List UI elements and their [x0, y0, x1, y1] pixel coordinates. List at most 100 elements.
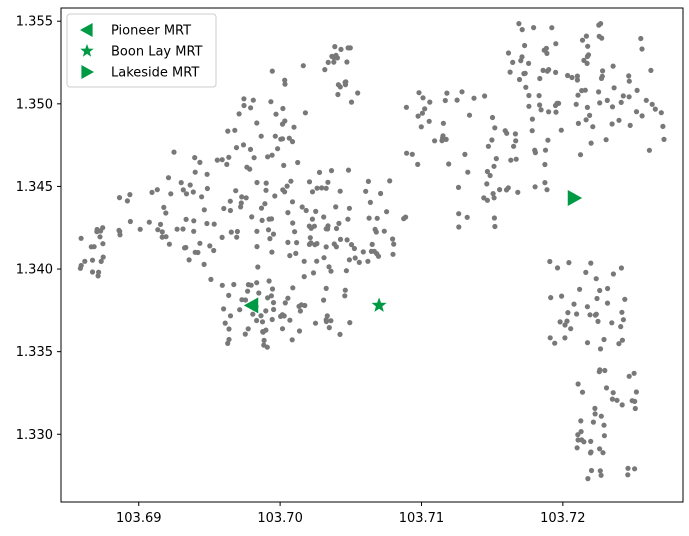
data-point [558, 127, 564, 133]
data-point [238, 200, 244, 206]
data-point [254, 317, 260, 324]
data-point [571, 301, 577, 307]
data-point [313, 208, 319, 214]
data-point [584, 304, 591, 310]
data-point [281, 162, 287, 168]
data-point [278, 136, 284, 142]
data-point [261, 337, 267, 343]
data-point [505, 50, 512, 56]
data-point [356, 259, 362, 265]
data-point [309, 189, 316, 195]
data-point [269, 249, 275, 255]
data-point [149, 189, 155, 195]
data-point [426, 118, 432, 124]
data-point [334, 55, 340, 61]
data-point [584, 53, 591, 60]
data-point [597, 100, 603, 106]
data-point [342, 287, 348, 293]
y-tick-label: 1.340 [16, 263, 53, 278]
data-point [542, 161, 548, 168]
data-point [490, 191, 496, 197]
data-point [484, 181, 490, 187]
data-point [609, 121, 615, 127]
data-point [627, 122, 633, 128]
data-point [338, 46, 344, 53]
data-point [204, 171, 210, 177]
data-point [620, 93, 626, 99]
data-point [337, 84, 343, 90]
data-point [270, 231, 277, 237]
data-point [585, 43, 591, 49]
data-point [577, 286, 583, 292]
data-point [219, 157, 225, 163]
data-point [96, 269, 102, 275]
data-point [116, 227, 122, 233]
data-point [485, 143, 491, 149]
data-point [610, 271, 617, 277]
data-point [547, 335, 553, 341]
data-point [581, 439, 587, 445]
x-axis-ticks: 103.69 103.70 103.71 103.72 [116, 502, 586, 526]
data-point [343, 268, 349, 274]
data-point [620, 317, 627, 323]
data-point [78, 262, 84, 269]
data-point [282, 77, 288, 83]
data-point [227, 207, 233, 214]
data-point [285, 239, 291, 245]
data-point [333, 204, 339, 210]
data-point [632, 466, 638, 472]
boon-lay-mrt-marker [371, 297, 387, 312]
data-point [127, 218, 133, 225]
data-point [270, 300, 277, 306]
data-point [455, 184, 462, 190]
data-point [542, 180, 548, 186]
data-point [321, 297, 327, 303]
data-point [293, 250, 299, 256]
pioneer-mrt-marker [243, 297, 259, 314]
data-point [619, 309, 625, 315]
data-point [290, 220, 296, 226]
legend: Pioneer MRT Boon Lay MRT Lakeside MRT [66, 13, 217, 88]
data-point [387, 178, 393, 184]
data-point [248, 105, 254, 111]
data-point [100, 254, 106, 260]
data-point [254, 280, 260, 286]
data-point [187, 182, 193, 188]
data-point [419, 110, 425, 116]
data-point [294, 240, 300, 246]
data-point [287, 253, 293, 259]
data-point [544, 187, 550, 193]
data-point [348, 99, 355, 105]
data-point [267, 236, 273, 242]
data-point [254, 120, 260, 126]
data-point [422, 106, 428, 112]
data-point [291, 124, 297, 130]
data-point [285, 295, 291, 301]
data-point [442, 97, 448, 104]
data-point [545, 137, 551, 143]
data-point [626, 94, 632, 100]
data-point [565, 72, 571, 79]
data-point [166, 241, 172, 247]
data-point [347, 320, 353, 326]
data-point [631, 370, 637, 376]
data-point [165, 175, 172, 181]
data-point [269, 68, 275, 74]
lakeside-mrt-marker [567, 190, 583, 206]
data-point [279, 312, 285, 318]
data-point [363, 188, 369, 194]
data-point [604, 97, 610, 103]
y-axis-ticks: 1.330 1.335 1.340 1.345 1.350 1.355 [16, 15, 61, 443]
data-point [456, 224, 462, 230]
data-point [584, 340, 591, 346]
data-point [240, 142, 247, 148]
data-point [549, 25, 555, 31]
data-point [245, 288, 251, 294]
data-point [374, 215, 380, 221]
data-point [159, 234, 165, 240]
data-point [596, 89, 602, 95]
legend-marker [81, 65, 94, 79]
data-point [532, 184, 538, 190]
data-point [336, 220, 342, 226]
data-point [296, 328, 303, 334]
